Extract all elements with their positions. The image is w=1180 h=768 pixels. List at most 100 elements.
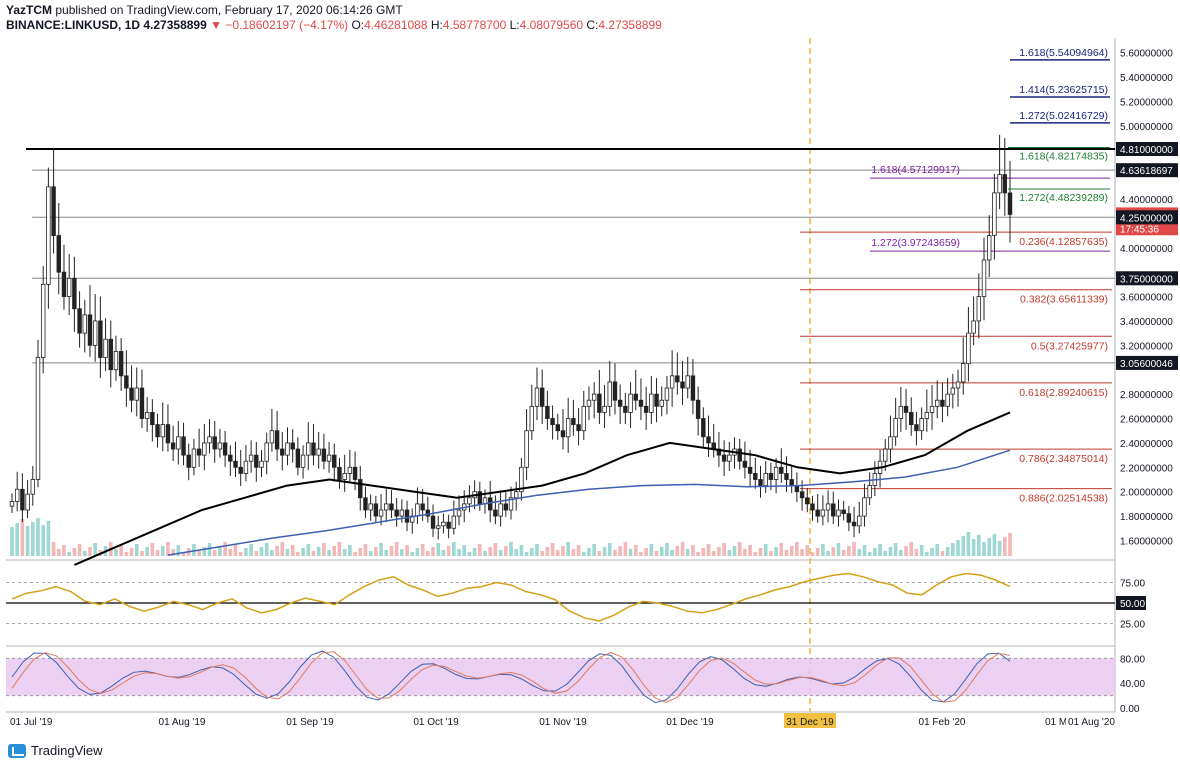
rsi-pane[interactable]: 75.00 50.00 25.00 — [6, 572, 1146, 631]
candle[interactable] — [654, 378, 659, 423]
candle[interactable] — [487, 480, 493, 523]
candle[interactable] — [612, 363, 618, 415]
candle[interactable] — [254, 441, 259, 482]
candle[interactable] — [1002, 138, 1008, 216]
candle[interactable] — [165, 404, 171, 452]
candle[interactable] — [576, 408, 581, 446]
candle[interactable] — [280, 432, 285, 471]
candle[interactable] — [976, 273, 982, 339]
candle[interactable] — [451, 500, 457, 535]
candle[interactable] — [113, 335, 119, 381]
candle[interactable] — [430, 504, 436, 537]
candle[interactable] — [368, 494, 373, 521]
candle[interactable] — [233, 441, 238, 477]
candle[interactable] — [779, 448, 784, 483]
candle[interactable] — [139, 369, 145, 429]
candle[interactable] — [591, 382, 597, 419]
candle[interactable] — [160, 402, 165, 452]
candle[interactable] — [545, 390, 550, 430]
candle[interactable] — [269, 409, 275, 452]
candle[interactable] — [565, 397, 571, 453]
candle[interactable] — [529, 384, 535, 440]
candle[interactable] — [72, 256, 77, 332]
candle[interactable] — [628, 382, 633, 428]
candle[interactable] — [77, 291, 82, 348]
candle[interactable] — [914, 411, 919, 446]
candle[interactable] — [477, 481, 483, 511]
candle[interactable] — [986, 215, 992, 278]
candle[interactable] — [950, 373, 956, 409]
candle[interactable] — [675, 352, 680, 395]
candle[interactable] — [170, 425, 176, 462]
candle[interactable] — [56, 203, 62, 295]
candle[interactable] — [212, 420, 217, 463]
candle[interactable] — [810, 495, 815, 521]
author-name[interactable]: YazTCM — [6, 3, 53, 17]
candle[interactable] — [935, 380, 940, 419]
candle[interactable] — [747, 449, 753, 488]
candle[interactable] — [337, 457, 342, 489]
candle[interactable] — [851, 507, 857, 538]
candle[interactable] — [87, 284, 93, 358]
candle[interactable] — [960, 337, 966, 395]
candle[interactable] — [217, 429, 223, 458]
candle[interactable] — [560, 409, 566, 450]
candle[interactable] — [867, 472, 872, 505]
candle[interactable] — [690, 358, 696, 415]
candle[interactable] — [285, 427, 290, 466]
candle[interactable] — [638, 378, 644, 421]
candle[interactable] — [259, 449, 264, 477]
candle[interactable] — [649, 376, 654, 425]
candle[interactable] — [924, 389, 930, 432]
candle[interactable] — [98, 296, 103, 378]
candle[interactable] — [597, 369, 602, 425]
candle[interactable] — [150, 399, 155, 442]
candle[interactable] — [373, 495, 379, 523]
candle[interactable] — [680, 361, 685, 405]
stoch-pane[interactable]: 80.00 40.00 0.00 — [6, 650, 1145, 715]
candle[interactable] — [129, 365, 134, 413]
candle[interactable] — [794, 472, 800, 502]
candle[interactable] — [617, 384, 623, 425]
candle[interactable] — [436, 515, 441, 540]
candle[interactable] — [773, 457, 779, 494]
candle[interactable] — [846, 505, 852, 532]
candle[interactable] — [519, 457, 524, 501]
candle[interactable] — [467, 485, 472, 513]
candle[interactable] — [118, 337, 124, 391]
candle[interactable] — [311, 423, 316, 466]
candle[interactable] — [202, 423, 207, 471]
candle[interactable] — [685, 356, 690, 399]
candle[interactable] — [664, 375, 670, 415]
candle[interactable] — [103, 318, 108, 372]
candle[interactable] — [825, 490, 831, 523]
candle[interactable] — [461, 490, 467, 523]
symbol[interactable]: BINANCE:LINKUSD, 1D — [6, 18, 141, 32]
candle[interactable] — [643, 386, 649, 430]
candle[interactable] — [9, 493, 15, 514]
candle[interactable] — [727, 441, 732, 472]
candle[interactable] — [992, 173, 997, 260]
candle[interactable] — [695, 386, 701, 436]
candle[interactable] — [410, 508, 415, 534]
candle[interactable] — [389, 490, 394, 519]
stoch-d-line[interactable] — [11, 651, 1011, 704]
candlestick-series[interactable] — [9, 134, 1013, 540]
candle[interactable] — [513, 481, 519, 511]
candle[interactable] — [971, 296, 976, 346]
candle[interactable] — [347, 449, 353, 482]
candle[interactable] — [669, 350, 675, 407]
candle[interactable] — [384, 488, 389, 523]
candle[interactable] — [498, 490, 503, 527]
candle[interactable] — [196, 428, 202, 467]
candle[interactable] — [404, 500, 410, 532]
tradingview-brand[interactable]: TradingView — [8, 743, 103, 758]
candle[interactable] — [701, 407, 706, 448]
candle[interactable] — [919, 407, 924, 440]
candle[interactable] — [306, 422, 311, 471]
candle[interactable] — [831, 491, 836, 524]
candle[interactable] — [124, 350, 129, 407]
candle[interactable] — [981, 237, 987, 321]
candle[interactable] — [633, 369, 638, 411]
candle[interactable] — [207, 419, 212, 454]
